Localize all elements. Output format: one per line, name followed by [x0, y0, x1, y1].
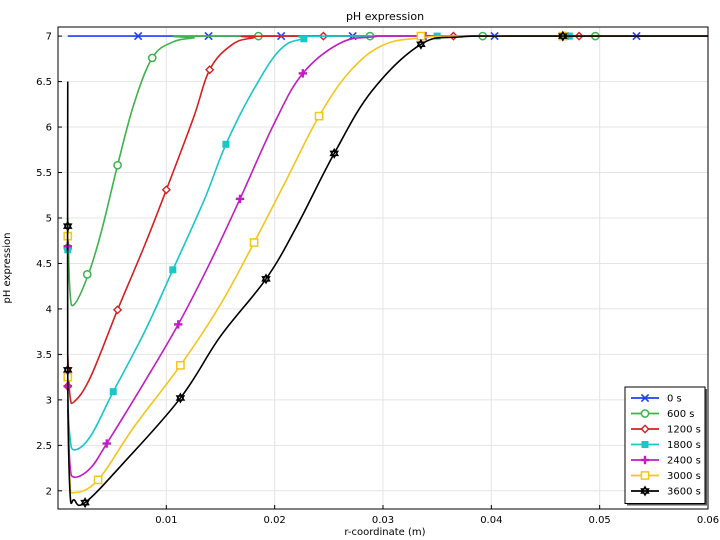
- ticks: 0.01 0.02 0.03 0.04 0.05 0.06 2 2.5 3 3.5 4 4.5 5 5.5…: [36, 32, 719, 526]
- legend-swatch-marker: [640, 393, 650, 403]
- legend-label: 600 s: [667, 409, 694, 420]
- data-point-marker: [134, 31, 143, 41]
- series-layer: [62, 30, 709, 509]
- y-axis-label: pH expression: [2, 233, 13, 304]
- x-tick-label: 0.03: [372, 515, 394, 526]
- data-point-marker: [249, 238, 259, 247]
- series-line: [66, 35, 709, 451]
- y-tick-label: 3: [46, 395, 52, 406]
- legend-entry: 1800 s: [631, 440, 701, 451]
- legend-entry: 600 s: [631, 409, 694, 420]
- data-point-marker: [558, 30, 568, 42]
- y-tick-label: 4: [46, 304, 52, 315]
- data-point-marker: [112, 305, 123, 315]
- y-tick-label: 2.5: [36, 441, 52, 452]
- y-tick-label: 4.5: [36, 259, 52, 270]
- series-line: [66, 35, 709, 479]
- legend-swatch-marker: [641, 441, 649, 448]
- legend-label: 3600 s: [667, 487, 701, 498]
- x-tick-label: 0.01: [155, 515, 177, 526]
- data-point-marker: [205, 65, 215, 75]
- series-line: [66, 35, 709, 494]
- legend-label: 1200 s: [667, 425, 701, 436]
- legend-swatch-marker: [640, 485, 650, 497]
- data-point-marker: [298, 69, 308, 78]
- series-line: [66, 35, 709, 405]
- y-tick-label: 5.5: [36, 168, 52, 179]
- y-tick-label: 7: [46, 32, 52, 43]
- data-point-marker: [62, 220, 73, 232]
- x-tick-label: 0.05: [589, 515, 611, 526]
- legend-entry: 1200 s: [631, 424, 701, 436]
- data-point-marker: [169, 266, 177, 274]
- data-point-marker: [416, 31, 426, 41]
- legend-label: 0 s: [667, 394, 682, 405]
- data-point-marker: [113, 160, 122, 170]
- x-axis-label: r-coordinate (m): [344, 527, 425, 538]
- data-point-marker: [62, 364, 73, 376]
- legend-label: 3000 s: [667, 471, 701, 482]
- legend-swatch-marker: [640, 424, 650, 434]
- data-point-marker: [175, 392, 186, 404]
- legend-entry: 2400 s: [631, 456, 701, 467]
- legend-label: 2400 s: [667, 456, 701, 467]
- data-point-marker: [300, 35, 308, 43]
- legend-entry: 0 s: [631, 394, 682, 405]
- series-3600-s: [62, 30, 709, 509]
- data-point-marker: [261, 273, 271, 285]
- data-point-marker: [109, 388, 117, 396]
- data-point-marker: [82, 270, 92, 279]
- data-point-marker: [235, 194, 245, 204]
- legend-swatch-marker: [640, 455, 650, 465]
- y-tick-label: 2: [46, 486, 52, 497]
- data-point-marker: [174, 320, 183, 329]
- y-tick-label: 3.5: [36, 350, 52, 361]
- data-point-marker: [176, 360, 185, 370]
- data-point-marker: [161, 185, 171, 195]
- series-line: [66, 35, 709, 507]
- legend-swatch-marker: [640, 471, 650, 480]
- legend-swatch-marker: [640, 409, 650, 418]
- x-tick-label: 0.06: [697, 515, 719, 526]
- y-tick-label: 5: [46, 213, 52, 224]
- data-point-marker: [314, 111, 324, 121]
- data-point-marker: [222, 140, 230, 148]
- data-point-marker: [102, 439, 111, 448]
- legend-entry: 3600 s: [631, 485, 701, 498]
- data-point-marker: [80, 497, 90, 509]
- data-point-marker: [93, 475, 103, 485]
- data-point-marker: [147, 53, 157, 63]
- y-tick-label: 6.5: [36, 77, 52, 88]
- y-tick-label: 6: [46, 123, 52, 134]
- chart-title: pH expression: [346, 10, 424, 23]
- legend-label: 1800 s: [667, 440, 701, 451]
- legend: 0 s 600 s 1200 s 1800 s 2400 s 3000 s 3600 s: [624, 386, 707, 506]
- x-tick-label: 0.02: [264, 515, 286, 526]
- data-point-marker: [416, 38, 426, 50]
- legend-entry: 3000 s: [631, 471, 701, 482]
- x-tick-label: 0.04: [480, 515, 502, 526]
- data-point-marker: [329, 147, 340, 159]
